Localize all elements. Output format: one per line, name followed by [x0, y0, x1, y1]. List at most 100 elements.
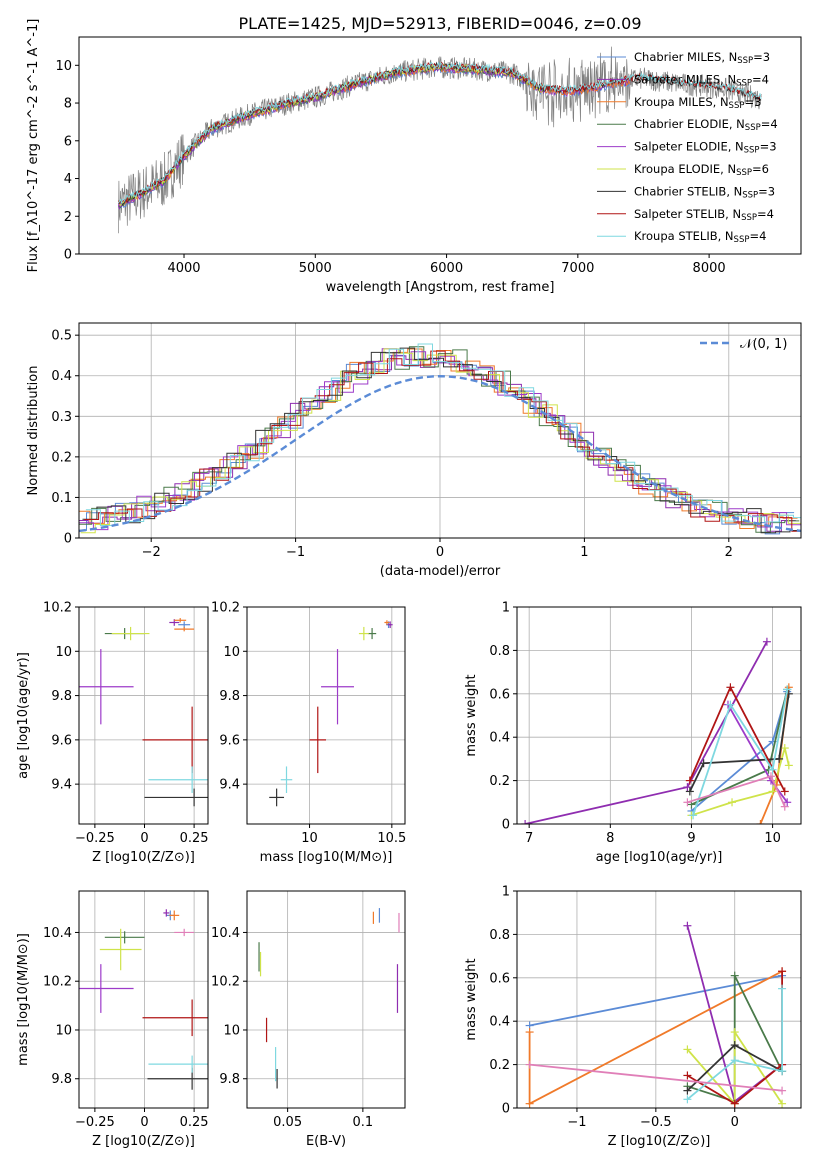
y-axis-label: mass weight	[464, 958, 479, 1040]
y-tick-label: 2	[64, 210, 72, 225]
error-bar-point	[387, 621, 393, 629]
error-bar-point	[174, 928, 195, 937]
panel-age_vs_Z: −0.25 0 0.25 9.4 9.6 9.8 10 10.2 Z [log10(Z/Z⊙)]…	[16, 601, 209, 866]
weight-line	[529, 1063, 783, 1092]
residual-histogram	[85, 343, 801, 526]
error-bar-point	[269, 788, 285, 807]
panel-spectrum: 4000 5000 6000 7000 8000 0 2 4 6 8 10 wavelength [A…	[26, 19, 802, 295]
y-tick-label: 9.6	[219, 733, 240, 748]
x-tick-label: 9	[687, 831, 695, 846]
legend-entry: Chabrier ELODIE, NSSP=4	[634, 117, 778, 133]
y-tick-label: 10	[55, 59, 72, 74]
x-tick-label: −2	[142, 545, 161, 560]
y-tick-label: 10.4	[211, 926, 240, 941]
panel-mass_vs_EBV: 0.05 0.1 9.8 10 10.2 10.4 E(B-V)	[211, 890, 406, 1149]
y-tick-label: 9.8	[51, 689, 72, 704]
plot-area	[269, 620, 393, 807]
x-axis-label: wavelength [Angstrom, rest frame]	[326, 280, 555, 295]
error-bar-point	[104, 931, 145, 944]
plot-area	[258, 908, 400, 1089]
x-axis-label: Z [log10(Z/Z⊙)]	[92, 850, 195, 865]
axes-frame	[78, 36, 802, 255]
residual-histogram	[79, 355, 796, 532]
weight-line	[692, 689, 789, 816]
x-tick-label: −0.25	[75, 831, 115, 846]
y-axis-label: age [log10(age/yr)]	[16, 652, 31, 779]
x-tick-label: 1	[580, 545, 588, 560]
weight-line	[529, 974, 783, 1027]
y-tick-label: 9.8	[219, 1072, 240, 1087]
y-tick-label: 9.6	[51, 733, 72, 748]
y-tick-label: 9.4	[51, 778, 72, 793]
error-bar-point	[142, 999, 208, 1037]
y-tick-label: 0.6	[489, 687, 510, 702]
model-spectrum-line	[118, 61, 762, 205]
legend-entry: Kroupa MILES, NSSP=3	[634, 95, 761, 111]
x-tick-label: 8	[606, 831, 614, 846]
weight-line	[686, 988, 783, 1100]
x-axis-label: (data-model)/error	[380, 564, 501, 579]
y-tick-label: 9.4	[219, 778, 240, 793]
weight-line	[686, 1029, 783, 1107]
plot-area	[117, 46, 762, 234]
error-bar-point	[358, 626, 369, 641]
axes-frame	[246, 890, 406, 1109]
x-tick-label: 0	[140, 1115, 148, 1130]
legend-entry: Kroupa STELIB, NSSP=4	[634, 229, 766, 245]
y-tick-label: 0.1	[51, 491, 72, 506]
x-tick-label: −0.25	[75, 1115, 115, 1130]
y-tick-label: 10.2	[211, 975, 240, 990]
y-axis-label: mass weight	[464, 674, 479, 756]
x-tick-label: −1	[286, 545, 305, 560]
y-axis-label: Normed distribution	[26, 366, 41, 496]
y-tick-label: 9.8	[51, 1072, 72, 1087]
y-tick-label: 8	[64, 97, 72, 112]
axes-frame	[78, 890, 209, 1109]
legend-entry: 𝒩(0, 1)	[740, 337, 787, 352]
y-tick-label: 0.6	[489, 971, 510, 986]
legend-entry: Salpeter STELIB, NSSP=4	[634, 207, 774, 223]
x-tick-label: 0.05	[273, 1115, 302, 1130]
y-tick-label: 0	[64, 248, 72, 263]
x-tick-label: 7000	[561, 261, 594, 276]
y-tick-label: 10	[223, 1023, 240, 1038]
y-tick-label: 0.2	[51, 450, 72, 465]
y-tick-label: 1	[502, 601, 510, 616]
y-tick-label: 0.5	[51, 329, 72, 344]
x-axis-label: mass [log10(M/M⊙)]	[260, 850, 393, 865]
legend-entry: Chabrier MILES, NSSP=3	[634, 50, 770, 66]
y-tick-label: 4	[64, 172, 72, 187]
error-bar-point	[367, 628, 377, 640]
x-tick-label: −0.5	[640, 1115, 672, 1130]
y-tick-label: 0.4	[489, 731, 510, 746]
y-tick-label: 10.2	[43, 975, 72, 990]
error-bar-point	[163, 909, 170, 917]
panel-mass_vs_Z: −0.25 0 0.25 9.8 10 10.2 10.4 Z [log10(Z/Z⊙)] ma…	[16, 890, 209, 1149]
error-bar-point	[174, 618, 187, 623]
y-tick-label: 6	[64, 134, 72, 149]
error-bar-point	[169, 910, 180, 921]
residual-histogram	[82, 347, 801, 534]
plot-area	[79, 618, 208, 807]
residual-histogram	[79, 348, 798, 529]
plot-area	[79, 343, 801, 535]
panel-age_vs_mass: 10 10.5 9.4 9.6 9.8 10 10.2 mass [log10(M/M⊙)]	[211, 601, 406, 866]
x-axis-label: Z [log10(Z/Z⊙)]	[608, 1134, 711, 1149]
y-tick-label: 0	[502, 818, 510, 833]
axes-frame	[516, 890, 802, 1109]
figure-title: PLATE=1425, MJD=52913, FIBERID=0046, z=0…	[238, 14, 641, 33]
y-axis-label: mass [log10(M/M⊙)]	[16, 933, 31, 1066]
error-bar-point	[321, 649, 354, 725]
panel-weight_vs_age: 7 8 9 10 0 0.2 0.4 0.6 0.8 1 age [log10(age/yr)] ma…	[464, 601, 802, 865]
plot-area	[525, 921, 787, 1108]
x-tick-label: 0.1	[353, 1115, 374, 1130]
plot-area	[521, 637, 793, 824]
error-bar-point	[384, 620, 390, 625]
y-tick-label: 10	[55, 1023, 72, 1038]
x-tick-label: 10.5	[377, 831, 406, 846]
y-tick-label: 0.4	[51, 369, 72, 384]
y-tick-label: 0	[502, 1102, 510, 1117]
legend-entry: Chabrier STELIB, NSSP=3	[634, 184, 775, 200]
